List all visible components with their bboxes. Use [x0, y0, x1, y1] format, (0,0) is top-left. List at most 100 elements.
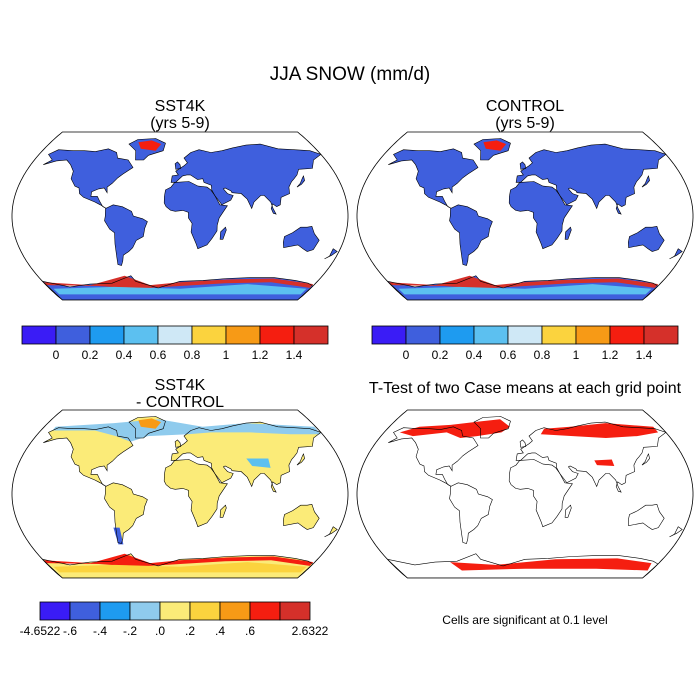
- map-diff: [11, 409, 349, 579]
- map-diff-coast-africa: [163, 459, 228, 528]
- colorbar-sst4k-tick-label-2: 0.4: [116, 348, 133, 362]
- map-sst4k: [11, 131, 349, 301]
- map-diff-coast-north-america: [43, 426, 134, 487]
- colorbar-sst4k-tick-label-0: 0: [53, 348, 60, 362]
- map-diff-region-antarctica-edge-red: [43, 553, 314, 567]
- panel-title-sst4k-line1: SST4K: [154, 98, 206, 115]
- colorbar-diff-swatch-3: [129, 601, 161, 621]
- colorbar-sst4k-swatch-0: [21, 325, 57, 345]
- map-ttest-coast-south-america: [449, 482, 493, 544]
- map-sst4k-frame: [11, 131, 349, 301]
- map-control-coast-uk: [519, 161, 527, 170]
- map-control-coast-north-america: [388, 148, 479, 209]
- figure-title: JJA SNOW (mm/d): [269, 64, 431, 85]
- map-control-coast-japan: [641, 175, 650, 188]
- colorbar-control-tick-label-4: 0.8: [534, 348, 551, 362]
- map-diff-coast-south-america: [104, 482, 148, 544]
- map-diff-coast-australia: [282, 503, 320, 530]
- map-control-coast-south-america: [449, 204, 493, 266]
- map-ttest: [356, 409, 694, 579]
- colorbar-sst4k-swatch-7: [259, 325, 295, 345]
- colorbar-control-swatch-8: [643, 325, 679, 345]
- colorbar-sst4k-tick-label-7: 1.4: [286, 348, 303, 362]
- map-control-region-antarctica-edge-red: [388, 275, 659, 289]
- colorbar-sst4k-swatch-6: [225, 325, 261, 345]
- panel-title-control-line1: CONTROL: [485, 98, 565, 115]
- colorbar-sst4k-swatch-5: [191, 325, 227, 345]
- colorbar-diff-tick-label-1: -.6: [63, 624, 77, 638]
- colorbar-diff-swatch-6: [219, 601, 251, 621]
- map-sst4k-land-africa: [164, 181, 228, 249]
- colorbar-diff-swatch-0: [39, 601, 71, 621]
- map-sst4k-coast-south-america: [104, 204, 148, 266]
- map-ttest-region-sig-tibet: [594, 459, 615, 466]
- colorbar-control-tick-label-1: 0.2: [432, 348, 449, 362]
- map-sst4k-land-south-america: [104, 204, 148, 266]
- colorbar-sst4k-swatch-1: [55, 325, 91, 345]
- map-diff-land-south-america: [104, 482, 148, 544]
- colorbar-diff-tick-label-5: .2: [185, 624, 195, 638]
- panel-title-sst4k-line2: (yrs 5-9): [150, 115, 210, 132]
- map-ttest-coast-madagascar: [564, 504, 572, 518]
- colorbar-sst4k-swatch-8: [293, 325, 329, 345]
- map-sst4k-region-antarctica-interior: [53, 284, 307, 295]
- colorbar-sst4k-tick-label-6: 1.2: [252, 348, 269, 362]
- map-diff-frame: [11, 409, 349, 579]
- map-control: [356, 131, 694, 301]
- panel-title-control-line2: (yrs 5-9): [495, 115, 555, 132]
- map-ttest-region-sig-antarctica: [450, 558, 652, 571]
- map-sst4k-coast-new-zealand: [324, 248, 338, 260]
- map-control-land-australia: [628, 226, 665, 252]
- map-ttest-coast-japan: [641, 453, 650, 466]
- map-sst4k-coast-africa: [163, 181, 228, 250]
- map-control-region-antarctica-interior: [398, 284, 652, 295]
- map-control-land-africa: [509, 181, 573, 249]
- map-diff-coast-madagascar: [219, 504, 227, 518]
- colorbar-diff-swatch-4: [159, 601, 191, 621]
- map-diff-region-antarctica-interior: [53, 562, 307, 573]
- colorbar-diff-tick-label-3: -.2: [123, 624, 137, 638]
- map-diff-land-japan: [297, 453, 305, 466]
- map-diff-land-australia: [283, 504, 320, 530]
- colorbar-control: 0 0.2 0.4 0.6 0.8 1 1.2 1.4: [371, 325, 679, 362]
- colorbar-control-swatch-6: [575, 325, 611, 345]
- ttest-note: Cells are significant at 0.1 level: [442, 613, 608, 627]
- colorbar-control-swatch-2: [439, 325, 475, 345]
- panel-title-ttest: T-Test of two Case means at each grid po…: [350, 380, 700, 397]
- map-diff-land-eurasia: [171, 422, 321, 493]
- map-ttest-coast-new-zealand: [669, 526, 683, 538]
- colorbar-control-swatch-7: [609, 325, 645, 345]
- colorbar-diff-swatch-1: [69, 601, 101, 621]
- colorbar-diff-tick-label-7: .6: [245, 624, 255, 638]
- map-sst4k-land-eurasia: [171, 144, 321, 215]
- colorbar-control-swatch-4: [507, 325, 543, 345]
- map-control-coast-greenland: [473, 138, 511, 161]
- map-diff-region-greenland-red: [138, 418, 162, 429]
- panel-title-diff-line2: - CONTROL: [136, 394, 224, 411]
- map-diff-land-africa: [164, 459, 228, 527]
- colorbar-diff-swatch-2: [99, 601, 131, 621]
- colorbar-control-swatch-5: [541, 325, 577, 345]
- colorbar-diff: -4.6522 -.6 -.4 -.2 .0 .2 .4 .6 2.6322: [20, 601, 329, 638]
- map-diff-coast-uk: [174, 439, 182, 448]
- map-ttest-ocean: [357, 410, 693, 578]
- map-sst4k-region-antarctica-edge-red: [43, 275, 314, 289]
- colorbar-sst4k-tick-label-1: 0.2: [82, 348, 99, 362]
- map-diff-coast-greenland: [128, 416, 166, 439]
- panel-title-sst4k: SST4K (yrs 5-9): [10, 98, 350, 132]
- colorbar-sst4k: 0 0.2 0.4 0.6 0.8 1 1.2 1.4: [21, 325, 329, 362]
- map-sst4k-land-north-america: [43, 148, 133, 209]
- map-control-coast-new-zealand: [669, 248, 683, 260]
- map-ttest-frame: [356, 409, 694, 579]
- colorbar-control-tick-label-3: 0.6: [500, 348, 517, 362]
- colorbar-diff-tick-label-4: .0: [155, 624, 165, 638]
- map-sst4k-coast-australia: [282, 225, 320, 252]
- colorbar-control-swatch-0: [371, 325, 407, 345]
- map-diff-land-north-america: [43, 426, 133, 487]
- map-diff-region-tibet-light: [246, 458, 271, 468]
- map-ttest-coast-greenland: [473, 416, 511, 439]
- colorbar-control-tick-label-0: 0: [403, 348, 410, 362]
- colorbar-control-tick-label-7: 1.4: [636, 348, 653, 362]
- colorbar-diff-tick-label-6: .4: [215, 624, 225, 638]
- map-control-frame: [356, 131, 694, 301]
